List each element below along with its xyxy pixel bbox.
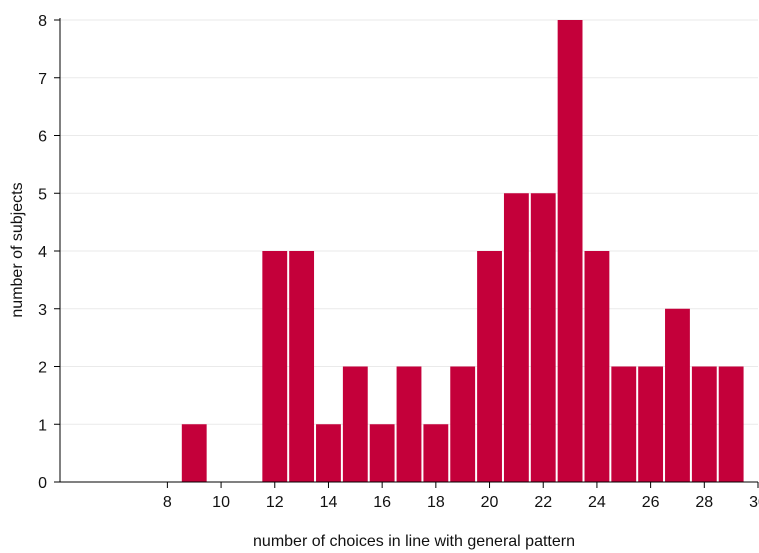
- y-tick-label: 0: [38, 475, 47, 492]
- bar-18: [423, 424, 449, 482]
- x-tick-label: 26: [642, 494, 660, 511]
- x-tick-label: 28: [695, 494, 713, 511]
- bar-23: [557, 20, 583, 482]
- bar-26: [638, 366, 664, 482]
- bar-16: [369, 424, 395, 482]
- axes: [59, 18, 758, 483]
- x-ticks: 8 10 12 14 16 18 20 22 24 26 28 30: [163, 482, 759, 511]
- bar-25: [611, 366, 637, 482]
- x-tick-label: 12: [266, 494, 284, 511]
- x-tick-label: 18: [427, 494, 445, 511]
- bar-9: [181, 424, 207, 482]
- x-tick-label: 8: [163, 494, 172, 511]
- y-tick-label: 8: [38, 13, 47, 30]
- y-tick-label: 2: [38, 360, 47, 377]
- bar-28: [691, 366, 717, 482]
- y-tick-label: 4: [38, 244, 47, 261]
- grid-lines: [60, 19, 758, 425]
- x-tick-label: 16: [373, 494, 391, 511]
- bar-14: [316, 424, 341, 482]
- y-ticks: 0 1 2 3 4 5 6 7 8: [38, 13, 60, 492]
- bar-21: [503, 193, 529, 482]
- x-tick-label: 30: [749, 494, 759, 511]
- bar-19: [450, 366, 476, 482]
- y-tick-label: 1: [38, 417, 47, 434]
- x-tick-label: 10: [212, 494, 230, 511]
- bar-15: [342, 366, 368, 482]
- y-axis-label: number of subjects: [9, 182, 26, 317]
- bar-29: [718, 366, 744, 482]
- x-axis-label: number of choices in line with general p…: [253, 533, 575, 550]
- x-tick-label: 22: [534, 494, 552, 511]
- bar-17: [396, 366, 422, 482]
- bars: [181, 20, 744, 482]
- bar-12: [262, 251, 288, 482]
- bar-20: [477, 251, 502, 482]
- y-tick-label: 5: [38, 186, 47, 203]
- bar-22: [530, 193, 556, 482]
- y-tick-label: 3: [38, 302, 47, 319]
- bar-27: [665, 308, 690, 482]
- x-tick-label: 20: [481, 494, 499, 511]
- bar-24: [584, 251, 610, 482]
- x-tick-label: 14: [320, 494, 338, 511]
- y-tick-label: 6: [38, 129, 47, 146]
- y-tick-label: 7: [38, 71, 47, 88]
- bar-13: [289, 251, 315, 482]
- x-tick-label: 24: [588, 494, 606, 511]
